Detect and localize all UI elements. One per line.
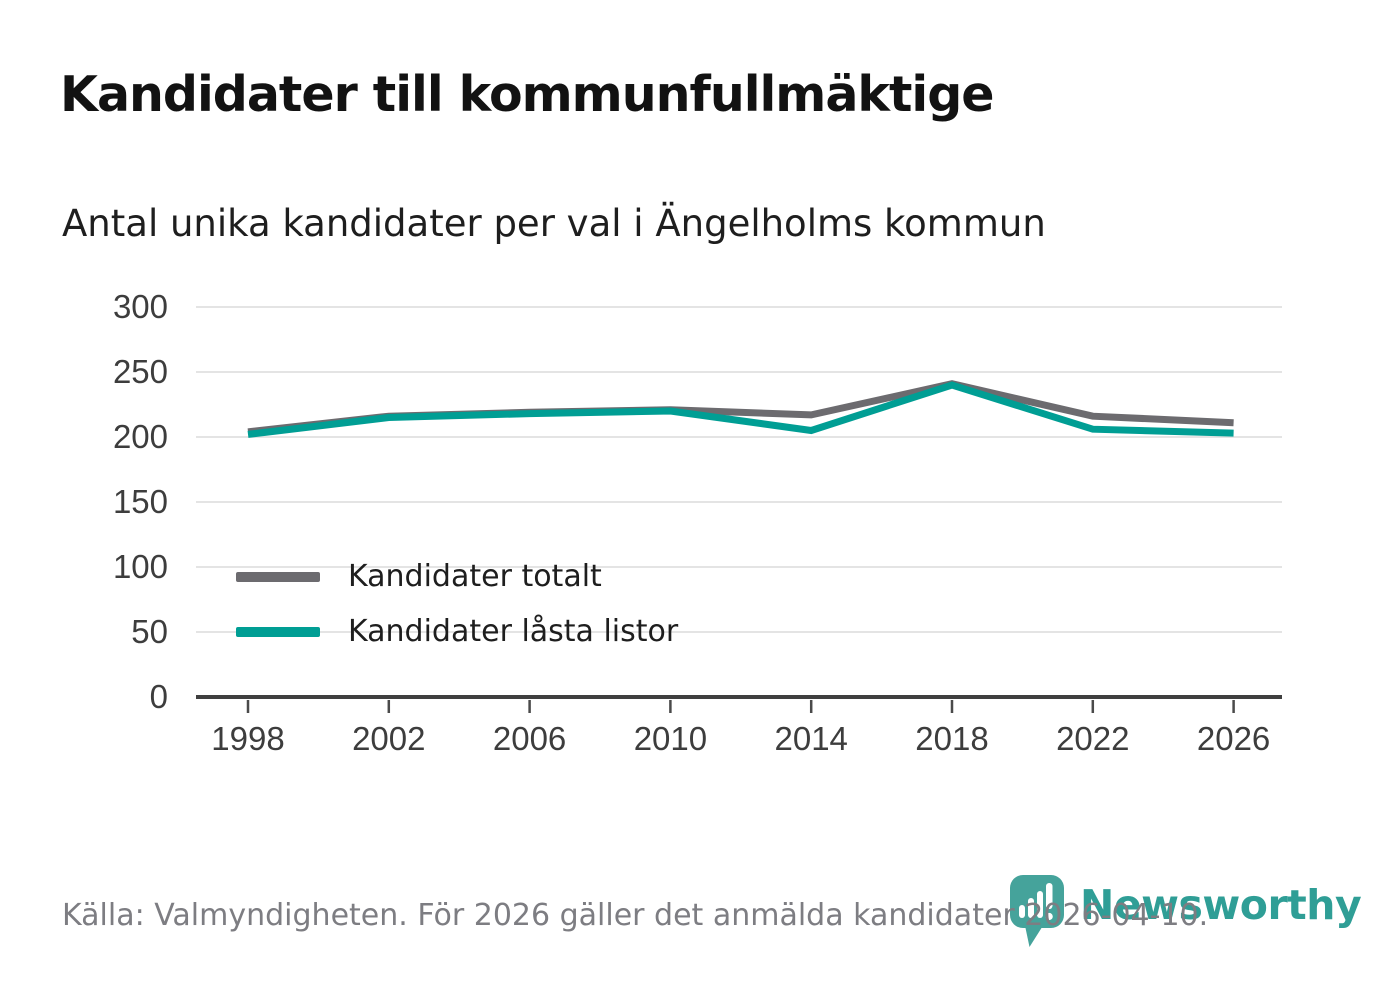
x-tick-label: 2018 (915, 720, 988, 757)
x-tick-label: 2006 (493, 720, 566, 757)
chart-title: Kandidater till kommunfullmäktige (60, 66, 995, 123)
x-tick-label: 2026 (1197, 720, 1270, 757)
y-tick-label: 200 (113, 418, 168, 455)
x-tick-label: 2014 (774, 720, 847, 757)
x-tick-label: 2022 (1056, 720, 1129, 757)
y-tick-label: 300 (113, 288, 168, 325)
x-tick-label: 2002 (352, 720, 425, 757)
newsworthy-pin-chart-icon (1010, 875, 1064, 947)
x-tick-label: 1998 (211, 720, 284, 757)
legend-label-lasta-listor: Kandidater låsta listor (348, 614, 679, 649)
chart-subtitle: Antal unika kandidater per val i Ängelho… (62, 202, 1046, 245)
series-line-1 (247, 381, 1234, 438)
legend-swatch-lasta-listor (236, 627, 320, 637)
newsworthy-branding: Newsworthy (1008, 874, 1362, 950)
legend-item-totalt: Kandidater totalt (236, 560, 678, 594)
source-note: Källa: Valmyndigheten. För 2026 gäller d… (62, 898, 1209, 933)
y-tick-label: 100 (113, 548, 168, 585)
legend: Kandidater totalt Kandidater låsta listo… (236, 560, 678, 670)
y-tick-label: 50 (131, 613, 168, 650)
line-chart: 0 50 100 150 200 250 300 1998 2002 2006 2010 2014 20… (113, 288, 1282, 757)
legend-label-totalt: Kandidater totalt (348, 559, 602, 594)
legend-item-lasta-listor: Kandidater låsta listor (236, 615, 678, 649)
x-tick-label: 2010 (634, 720, 707, 757)
y-tick-label: 250 (113, 353, 168, 390)
y-tick-label: 0 (150, 678, 168, 715)
y-tick-label: 150 (113, 483, 168, 520)
newsworthy-wordmark: Newsworthy (1080, 881, 1362, 929)
legend-swatch-totalt (236, 572, 320, 582)
